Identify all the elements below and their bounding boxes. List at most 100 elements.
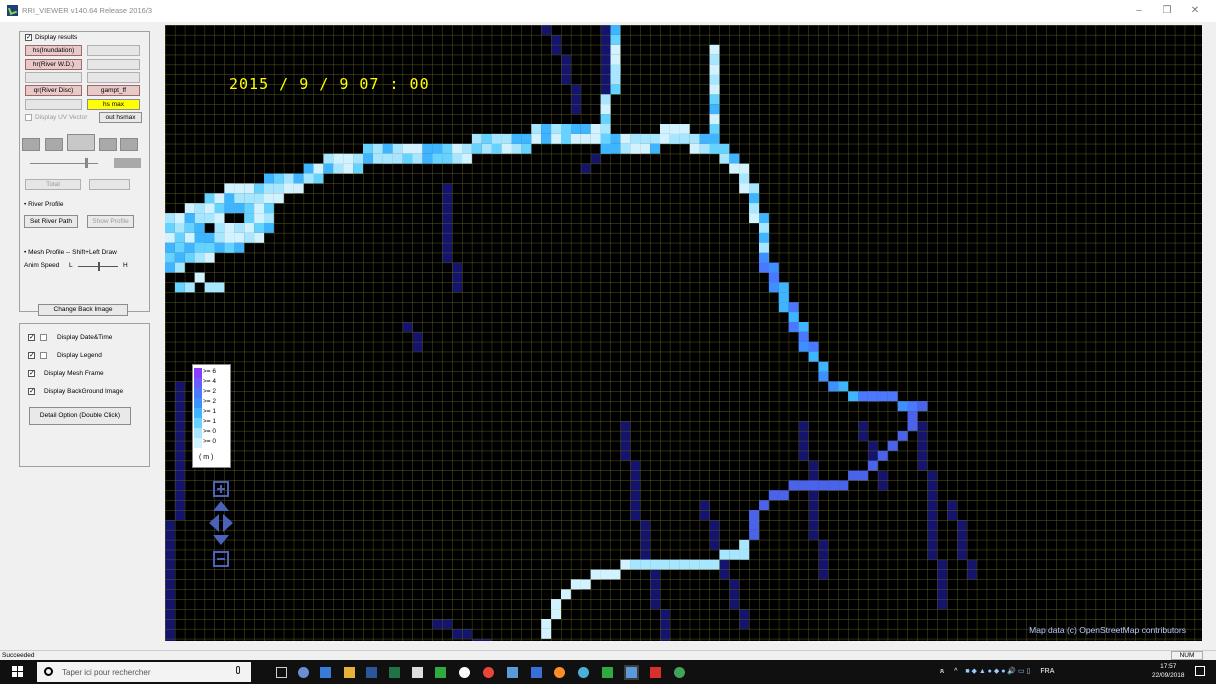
display-results-checkbox[interactable] — [25, 34, 32, 41]
pan-right-icon[interactable] — [223, 514, 233, 532]
task-view-icon[interactable] — [276, 667, 287, 678]
app-icon-4[interactable] — [554, 667, 565, 678]
water-cell — [343, 153, 354, 164]
display-background-checkbox[interactable] — [28, 388, 35, 395]
display-legend-secondary-checkbox[interactable] — [40, 352, 47, 359]
pdf-icon[interactable] — [650, 667, 661, 678]
minimize-button[interactable]: – — [1136, 5, 1142, 16]
step-forward-icon[interactable] — [99, 138, 117, 151]
language-indicator[interactable]: FRA — [1040, 668, 1055, 675]
display-uv-checkbox[interactable] — [25, 114, 32, 121]
water-cell — [640, 143, 651, 154]
display-legend-label: Display Legend — [57, 352, 102, 359]
gampt-ff-button[interactable]: gampt_ff — [87, 85, 140, 96]
clock-date: 22/09/2018 — [1152, 672, 1185, 679]
water-cell — [778, 302, 789, 313]
qr-river-disc-button[interactable]: qr(River Disc) — [25, 85, 82, 96]
excel-icon[interactable] — [389, 667, 400, 678]
app-b-icon-2[interactable] — [602, 667, 613, 678]
time-slider-track[interactable] — [30, 163, 98, 164]
set-river-path-button[interactable]: Set River Path — [24, 215, 78, 228]
app-icon-2[interactable] — [459, 667, 470, 678]
people-icon[interactable]: ጸ — [940, 668, 945, 675]
detail-option-button[interactable]: Detail Option (Double Click) — [29, 407, 131, 425]
water-cell — [917, 401, 928, 412]
change-back-image-button[interactable]: Change Back Image — [38, 304, 128, 316]
show-profile-button[interactable]: Show Profile — [87, 215, 134, 228]
anim-speed-handle[interactable] — [98, 262, 100, 271]
display-datetime-secondary-checkbox[interactable] — [40, 334, 47, 341]
display-mesh-frame-checkbox[interactable] — [28, 370, 35, 377]
tray-arrow-icon[interactable]: ^ — [954, 668, 958, 675]
map-navigation[interactable] — [208, 481, 234, 576]
water-cell — [867, 460, 878, 471]
water-cell — [739, 163, 750, 174]
water-cell — [264, 223, 274, 233]
pan-down-icon[interactable] — [213, 535, 229, 545]
display-datetime-checkbox[interactable] — [28, 334, 35, 341]
inundation-map[interactable] — [165, 25, 1202, 641]
app-icon-5[interactable] — [578, 667, 589, 678]
legend-label-6: >= 0 — [203, 428, 217, 435]
system-tray[interactable]: ጸ ^ ■ ◆ ▲ ● ◆ ● 🔊 ▭ ▯ FRA — [940, 667, 1054, 676]
water-cell — [254, 193, 264, 204]
total-button[interactable]: Total — [25, 179, 81, 190]
water-cell — [392, 153, 403, 164]
water-cell — [788, 480, 799, 491]
water-cell — [254, 223, 264, 233]
hs-inundation-button[interactable]: hs(Inundation) — [25, 45, 82, 56]
fast-forward-icon[interactable] — [120, 138, 138, 151]
app-icon-3[interactable] — [531, 667, 542, 678]
water-cell — [204, 232, 215, 243]
file-explorer-icon[interactable] — [344, 667, 355, 678]
app-icon-1[interactable] — [320, 667, 331, 678]
map-view[interactable]: 2015 / 9 / 9 07 : 00 >= 6 >= 4 >= 2 >= 2… — [165, 25, 1202, 641]
tray-icons[interactable]: ■ ◆ ▲ ● ◆ ● 🔊 ▭ ▯ — [965, 668, 1031, 675]
out-hsmax-button[interactable]: out hsmax — [99, 112, 142, 123]
water-cell — [768, 262, 779, 273]
water-cell — [699, 559, 710, 570]
step-back-icon[interactable] — [45, 138, 63, 151]
hs-max-button[interactable]: hs max — [87, 99, 140, 110]
water-cell — [194, 203, 205, 214]
water-cell — [471, 133, 482, 144]
play-icon[interactable] — [67, 134, 95, 151]
windows-start-icon[interactable] — [12, 666, 24, 678]
water-cell — [313, 163, 324, 174]
water-cell — [858, 391, 868, 402]
water-cell — [907, 401, 918, 412]
zoom-in-icon[interactable] — [213, 481, 229, 497]
display-legend-checkbox[interactable] — [28, 352, 35, 359]
microphone-icon[interactable] — [236, 666, 240, 674]
water-cell — [422, 153, 433, 164]
pan-up-icon[interactable] — [213, 501, 229, 511]
rewind-icon[interactable] — [22, 138, 40, 151]
app-icon-6[interactable] — [674, 667, 685, 678]
app-b-icon-1[interactable] — [435, 667, 446, 678]
taskbar-search-box[interactable]: Taper ici pour rechercher — [37, 662, 251, 682]
water-cell — [481, 133, 492, 144]
browser-icon[interactable] — [298, 667, 309, 678]
water-cell — [778, 292, 789, 303]
water-cell — [759, 223, 769, 233]
chrome-icon[interactable] — [483, 667, 494, 678]
hr-river-wd-button[interactable]: hr(River W.D.) — [25, 59, 82, 70]
water-cell — [333, 163, 344, 174]
maximize-button[interactable]: ❐ — [1162, 5, 1172, 16]
window-title: RRI_VIEWER v140.64 Release 2016/3 — [22, 6, 153, 15]
water-cell — [184, 203, 195, 214]
pan-left-icon[interactable] — [209, 514, 219, 532]
search-placeholder: Taper ici pour rechercher — [62, 668, 151, 677]
time-slider-handle[interactable] — [85, 158, 88, 168]
water-cell — [709, 74, 720, 85]
notification-icon[interactable] — [1195, 666, 1205, 676]
close-button[interactable]: ✕ — [1190, 5, 1200, 16]
word-icon[interactable] — [366, 667, 377, 678]
hs-value-field — [87, 45, 140, 56]
rri-viewer-taskbar-icon[interactable] — [624, 665, 639, 680]
water-cell — [174, 252, 185, 263]
notes-icon[interactable] — [412, 667, 423, 678]
taskbar-clock[interactable]: 17:57 22/09/2018 — [1152, 662, 1185, 680]
zoom-out-icon[interactable] — [213, 551, 229, 567]
rri-app-icon-1[interactable] — [507, 667, 518, 678]
